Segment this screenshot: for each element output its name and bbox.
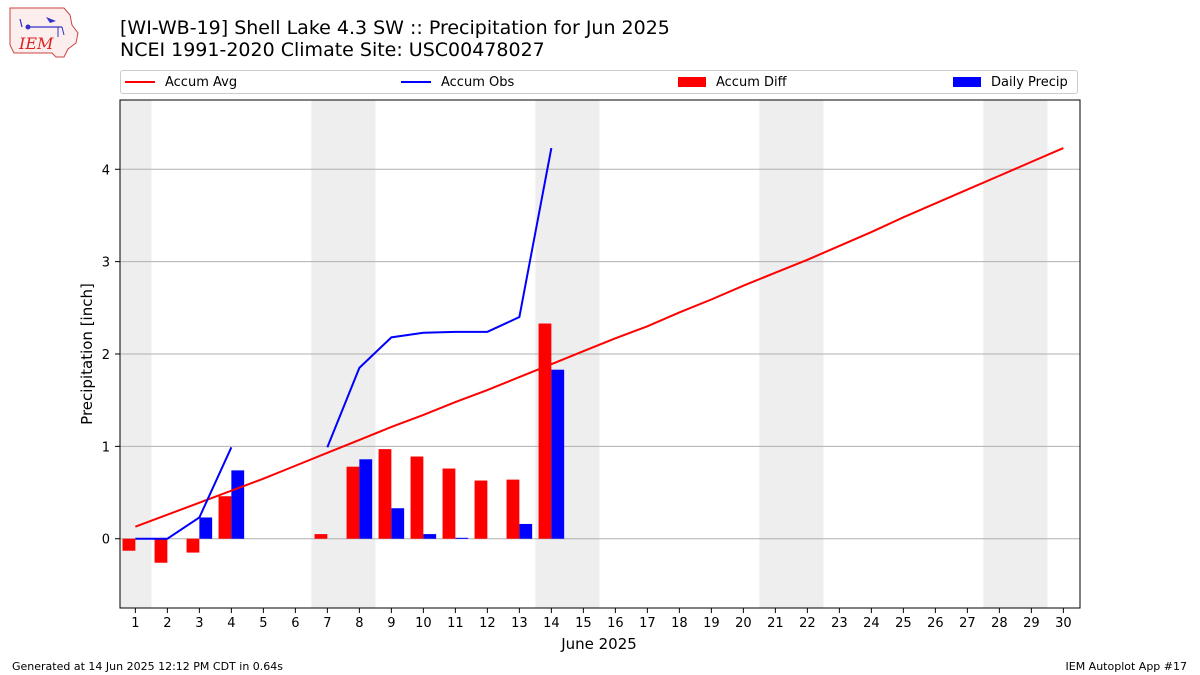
legend-item-accum-avg: Accum Avg xyxy=(125,71,237,93)
legend-swatch-daily-precip xyxy=(953,77,981,87)
accum-avg-line xyxy=(135,147,1064,528)
x-tick-label-15: 15 xyxy=(575,616,592,631)
daily-precip-bar-day-11 xyxy=(455,537,469,539)
legend-label-accum-avg: Accum Avg xyxy=(165,74,238,90)
legend-label-accum-diff: Accum Diff xyxy=(716,74,787,90)
x-tick-label-2: 2 xyxy=(163,616,171,631)
accum-diff-bar-day-3 xyxy=(186,538,200,553)
x-tick-label-9: 9 xyxy=(387,616,395,631)
y-tick-label-4: 4 xyxy=(102,163,110,178)
chart-subtitle: NCEI 1991-2020 Climate Site: USC00478027 xyxy=(120,39,545,61)
legend-item-daily-precip: Daily Precip xyxy=(953,71,1068,93)
accum-diff-bar-day-2 xyxy=(154,538,168,563)
x-axis-label: June 2025 xyxy=(560,635,637,653)
gridlines xyxy=(120,168,1080,540)
x-tick-label-24: 24 xyxy=(863,616,880,631)
legend-label-daily-precip: Daily Precip xyxy=(991,74,1068,90)
x-tick-label-16: 16 xyxy=(607,616,624,631)
daily-precip-bar-day-10 xyxy=(423,534,437,539)
x-tick-label-23: 23 xyxy=(831,616,848,631)
x-tick-label-1: 1 xyxy=(131,616,139,631)
footer-generated: Generated at 14 Jun 2025 12:12 PM CDT in… xyxy=(12,660,284,673)
x-tick-label-6: 6 xyxy=(291,616,299,631)
legend-item-accum-obs: Accum Obs xyxy=(401,71,514,93)
y-tick-label-0: 0 xyxy=(102,533,110,548)
accum-diff-bar-day-9 xyxy=(378,449,392,539)
legend-label-accum-obs: Accum Obs xyxy=(441,74,515,90)
x-tick-label-22: 22 xyxy=(799,616,816,631)
chart-title: [WI-WB-19] Shell Lake 4.3 SW :: Precipit… xyxy=(120,17,670,39)
logo-text: IEM xyxy=(18,34,54,53)
accum-diff-bar-day-8 xyxy=(346,466,360,539)
accum-obs-line-segment-1 xyxy=(135,446,233,540)
legend-swatch-accum-avg xyxy=(125,81,155,83)
accum-diff-bar-day-4 xyxy=(218,496,232,539)
daily-precip-bar-day-8 xyxy=(359,459,373,539)
chart-legend: Accum Avg Accum Obs Accum Diff Daily Pre… xyxy=(120,70,1078,94)
x-tick-label-3: 3 xyxy=(195,616,203,631)
series-lines xyxy=(135,147,1064,540)
accum-diff-bar-day-14 xyxy=(538,323,552,539)
daily-precip-bar-day-4 xyxy=(231,470,245,539)
legend-swatch-accum-diff xyxy=(678,77,706,87)
accum-diff-bar-day-13 xyxy=(506,479,520,539)
y-axis-label: Precipitation [inch] xyxy=(78,283,96,425)
accum-diff-bar-day-11 xyxy=(442,468,456,539)
legend-item-accum-diff: Accum Diff xyxy=(678,71,787,93)
y-tick-label-2: 2 xyxy=(102,348,110,363)
x-tick-label-30: 30 xyxy=(1055,616,1072,631)
x-tick-label-25: 25 xyxy=(895,616,912,631)
x-tick-label-7: 7 xyxy=(323,616,331,631)
x-tick-label-13: 13 xyxy=(511,616,528,631)
x-tick-label-21: 21 xyxy=(767,616,784,631)
legend-swatch-accum-obs xyxy=(401,81,431,83)
x-tick-label-18: 18 xyxy=(671,616,688,631)
x-tick-label-11: 11 xyxy=(447,616,464,631)
accum-diff-bar-day-1 xyxy=(122,538,136,551)
x-tick-label-5: 5 xyxy=(259,616,267,631)
x-tick-label-17: 17 xyxy=(639,616,656,631)
y-tick-label-3: 3 xyxy=(102,256,110,271)
daily-precip-bar-day-13 xyxy=(519,523,533,539)
x-tick-label-28: 28 xyxy=(991,616,1008,631)
x-tick-label-27: 27 xyxy=(959,616,976,631)
x-tick-label-29: 29 xyxy=(1023,616,1040,631)
accum-diff-bar-day-7 xyxy=(314,534,328,539)
daily-precip-bar-day-3 xyxy=(199,517,213,539)
x-axis-ticks: 1 2 3 4 5 6 7 8 9 10 11 12 13 14 15 16 17 18 19 20 21 22 23 24 2… xyxy=(131,608,1072,631)
daily-precip-bar-day-14 xyxy=(551,369,565,539)
x-tick-label-14: 14 xyxy=(543,616,560,631)
accum-diff-bar-day-10 xyxy=(410,456,424,539)
x-tick-label-8: 8 xyxy=(355,616,363,631)
accum-obs-line-segment-2 xyxy=(326,147,553,448)
daily-precip-bars xyxy=(199,369,565,539)
x-tick-label-20: 20 xyxy=(735,616,752,631)
footer-app: IEM Autoplot App #17 xyxy=(1065,660,1188,673)
x-tick-label-26: 26 xyxy=(927,616,944,631)
y-axis-ticks: 0 1 2 3 4 xyxy=(102,163,120,548)
x-tick-label-10: 10 xyxy=(415,616,432,631)
x-tick-label-12: 12 xyxy=(479,616,496,631)
x-tick-label-19: 19 xyxy=(703,616,720,631)
x-tick-label-4: 4 xyxy=(227,616,235,631)
iem-logo: IEM xyxy=(9,7,79,58)
daily-precip-bar-day-9 xyxy=(391,508,405,539)
accum-diff-bars xyxy=(122,323,552,563)
accum-diff-bar-day-12 xyxy=(474,480,488,539)
y-tick-label-1: 1 xyxy=(102,440,110,455)
